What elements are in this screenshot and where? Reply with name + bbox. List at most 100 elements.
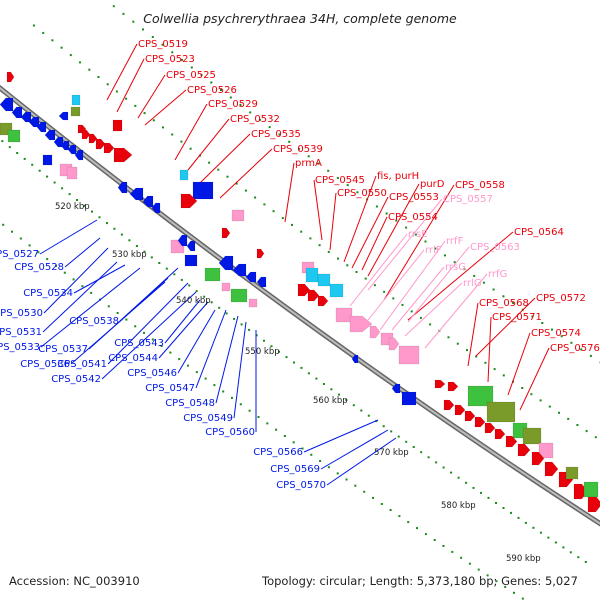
tick-dot xyxy=(577,556,580,559)
tick-dot xyxy=(69,54,72,57)
tick-dot xyxy=(204,377,207,380)
tick-dot xyxy=(210,81,213,84)
rrna-arrow xyxy=(369,325,381,339)
forward-gene-label: prmA xyxy=(295,158,322,169)
forward-gene-arrow xyxy=(113,147,133,163)
reverse-gene-arrow xyxy=(186,240,196,252)
tick-dot xyxy=(336,472,339,475)
tick-dot xyxy=(122,12,125,15)
forward-gene-label: CPS_0574 xyxy=(531,328,581,339)
scale-label: 520 kbp xyxy=(55,202,90,212)
tick-dot xyxy=(142,28,144,31)
tick-dot xyxy=(240,323,243,326)
tick-dot xyxy=(337,393,340,396)
tick-dot xyxy=(373,284,376,287)
tick-dot xyxy=(106,83,109,86)
tick-dot xyxy=(356,191,359,194)
forward-gene-leader xyxy=(284,162,295,223)
tick-dot xyxy=(354,484,357,487)
forward-gene-label: CPS_0554 xyxy=(388,212,438,223)
forward-gene-leader xyxy=(383,184,455,301)
forward-gene-leader xyxy=(487,316,492,383)
reverse-gene-arrow xyxy=(44,129,56,141)
tick-dot xyxy=(504,586,507,588)
green-feature-block xyxy=(7,129,21,143)
tick-dot xyxy=(278,133,281,136)
forward-gene-arrow xyxy=(443,399,455,411)
tick-dot xyxy=(301,447,304,450)
tick-dot xyxy=(570,341,573,344)
reverse-gene-arrow xyxy=(151,202,161,214)
forward-gene-label: purD xyxy=(420,179,445,190)
tick-dot xyxy=(68,193,71,196)
forward-gene-arrow xyxy=(180,193,198,209)
tick-dot xyxy=(51,39,54,42)
tick-dot xyxy=(412,446,415,448)
tick-dot xyxy=(189,147,192,150)
tick-dot xyxy=(355,271,358,273)
forward-gene-arrow xyxy=(88,133,98,144)
reverse-gene-arrow xyxy=(67,144,77,155)
tick-dot xyxy=(208,161,211,164)
reverse-gene-arrow xyxy=(218,255,234,271)
tick-dot xyxy=(495,580,498,583)
tick-dot xyxy=(327,169,330,172)
tick-dot xyxy=(248,409,251,412)
forward-gene-leader xyxy=(343,175,377,263)
tick-dot xyxy=(594,436,597,439)
tick-dot xyxy=(171,51,174,54)
rna-label: rrlG xyxy=(463,278,482,289)
tick-dot xyxy=(510,511,512,514)
forward-gene-leader xyxy=(361,216,388,271)
tick-dot xyxy=(558,411,560,414)
forward-gene-arrow xyxy=(221,227,231,239)
tick-dot xyxy=(539,531,542,534)
tick-dot xyxy=(160,345,163,347)
reverse-gene-block xyxy=(184,254,198,267)
tick-dot xyxy=(31,163,34,166)
tick-dot xyxy=(466,349,468,352)
reverse-gene-leader xyxy=(195,309,227,389)
tick-dot xyxy=(433,539,436,541)
tick-dot xyxy=(447,336,450,339)
forward-gene-label: CPS_0523 xyxy=(145,54,195,65)
forward-gene-leader xyxy=(116,58,145,113)
reverse-gene-leader xyxy=(107,282,189,365)
tick-dot xyxy=(275,428,278,431)
olive-feature-block xyxy=(565,466,579,480)
reverse-gene-leader xyxy=(215,315,239,404)
forward-gene-leader xyxy=(219,148,273,199)
reverse-gene-arrow xyxy=(142,195,154,208)
tick-dot xyxy=(97,76,100,78)
reverse-gene-arrow xyxy=(391,383,401,394)
rna-leader xyxy=(424,273,488,349)
rna-label: rrlF xyxy=(425,245,442,256)
tick-dot xyxy=(315,377,318,380)
reverse-gene-leader xyxy=(42,261,118,333)
tick-dot xyxy=(128,239,131,242)
tick-dot xyxy=(200,74,203,76)
tick-dot xyxy=(28,244,31,247)
tick-dot xyxy=(567,417,570,420)
tick-dot xyxy=(61,187,64,190)
tick-dot xyxy=(300,366,303,369)
reverse-gene-arrow xyxy=(232,263,247,277)
tick-dot xyxy=(88,68,91,71)
forward-gene-arrow xyxy=(317,295,329,307)
tick-dot xyxy=(249,111,252,114)
tick-dot xyxy=(106,222,108,225)
tick-dot xyxy=(551,328,553,331)
tick-dot xyxy=(486,574,489,577)
tick-dot xyxy=(337,257,339,260)
tick-dot xyxy=(278,350,280,353)
rna-leader xyxy=(404,282,463,337)
tick-dot xyxy=(451,550,454,553)
reverse-gene-leader xyxy=(88,277,169,350)
tick-dot xyxy=(298,148,300,151)
forward-gene-arrow xyxy=(447,381,459,392)
tick-dot xyxy=(11,230,13,233)
tick-dot xyxy=(195,371,198,374)
reverse-gene-label: CPS_0536 xyxy=(20,359,70,370)
tick-dot xyxy=(502,374,505,377)
